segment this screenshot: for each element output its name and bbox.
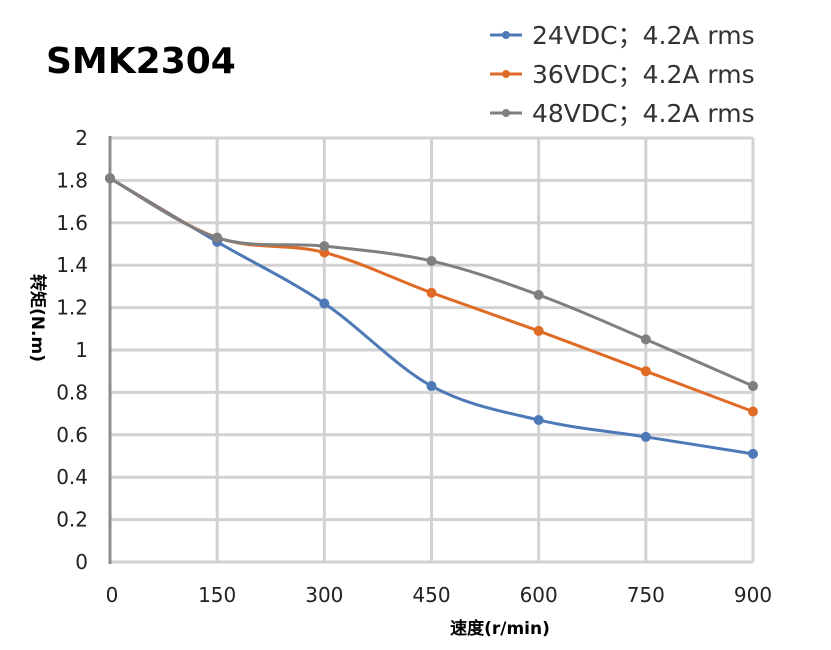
x-axis-label: 速度(r/min)	[450, 618, 550, 639]
y-axis-label: 转矩(N.m)	[27, 274, 48, 362]
data-point	[533, 325, 544, 336]
y-tick-label: 0.4	[56, 465, 88, 489]
series-lines	[105, 173, 758, 459]
x-tick-label: 750	[627, 583, 665, 607]
legend-label: 36VDC；4.2A rms	[532, 60, 755, 89]
y-tick-label: 1.4	[56, 253, 88, 277]
y-tick-label: 1.6	[56, 211, 88, 235]
grid	[108, 136, 755, 564]
data-point	[426, 287, 437, 298]
y-tick-label: 0.2	[56, 508, 88, 532]
x-tick-label: 0	[106, 583, 119, 607]
data-point	[748, 381, 758, 392]
data-point	[748, 448, 758, 459]
y-tick-label: 2	[75, 126, 88, 150]
y-tick-label: 0.6	[56, 423, 88, 447]
y-tick-label: 1.2	[56, 296, 88, 320]
data-point	[533, 289, 544, 300]
y-tick-label: 0	[75, 550, 88, 574]
chart-title: SMK2304	[46, 41, 236, 82]
data-point	[748, 406, 758, 417]
y-tick-label: 1	[75, 338, 88, 362]
data-point	[319, 298, 330, 309]
x-tick-label: 300	[305, 583, 343, 607]
x-tick-label: 150	[198, 583, 236, 607]
legend-label: 24VDC；4.2A rms	[532, 21, 755, 50]
legend: 24VDC；4.2A rms 36VDC；4.2A rms 48VDC；4.2A r…	[490, 21, 755, 128]
legend-marker	[502, 31, 510, 39]
data-point	[533, 414, 544, 425]
x-tick-label: 900	[734, 583, 772, 607]
legend-marker	[502, 109, 510, 117]
data-point	[426, 255, 437, 266]
data-point	[640, 431, 651, 442]
data-point	[640, 366, 651, 377]
y-tick-label: 0.8	[56, 380, 88, 404]
data-point	[319, 241, 330, 252]
tick-labels: 0 0.2 0.4 0.6 0.8 1 1.2 1.4 1.6 1.8 2 0 150 300 450 600…	[56, 126, 772, 607]
data-point	[105, 173, 115, 184]
x-tick-label: 450	[412, 583, 450, 607]
data-point	[426, 381, 437, 392]
data-point	[640, 334, 651, 345]
data-point	[212, 232, 223, 243]
x-tick-label: 600	[520, 583, 558, 607]
legend-marker	[502, 70, 510, 78]
y-tick-label: 1.8	[56, 168, 88, 192]
legend-label: 48VDC；4.2A rms	[532, 99, 755, 128]
